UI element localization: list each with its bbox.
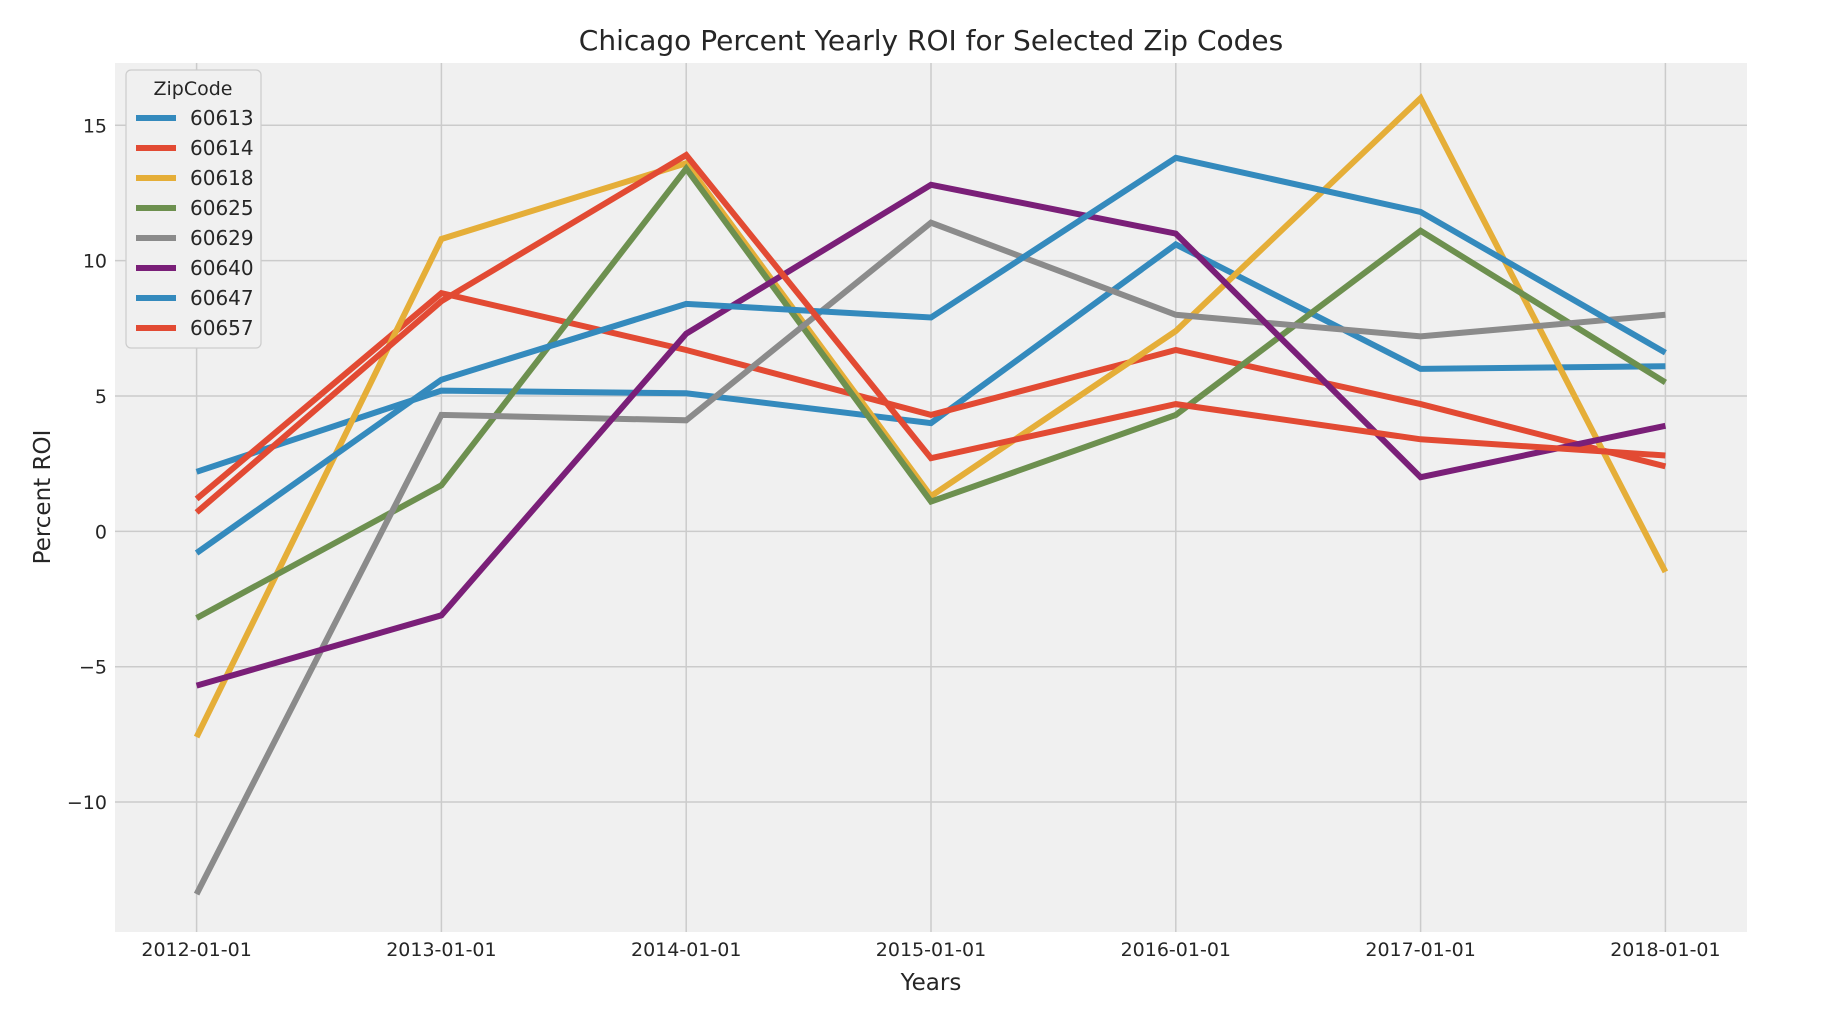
x-tick-label: 2014-01-01 — [631, 939, 741, 961]
legend-label-60613: 60613 — [190, 106, 254, 130]
x-axis-label: Years — [900, 970, 962, 996]
x-tick-labels: 2012-01-01 2013-01-01 2014-01-01 2015-01-01… — [141, 939, 1720, 961]
y-tick-label: 15 — [83, 115, 107, 137]
legend-box — [125, 69, 262, 349]
series-line-60625 — [195, 163, 1667, 621]
legend-label-60629: 60629 — [190, 226, 254, 250]
series-line-60613 — [195, 240, 1666, 475]
legend-label-60657: 60657 — [190, 316, 254, 340]
x-tick-label: 2013-01-01 — [386, 939, 496, 961]
y-tick-labels: −10 −5 0 5 10 15 — [67, 115, 107, 814]
legend-title: ZipCode — [154, 78, 233, 100]
chart-title: Chicago Percent Yearly ROI for Selected … — [579, 24, 1283, 57]
x-tick-label: 2016-01-01 — [1121, 939, 1231, 961]
x-tick-label: 2012-01-01 — [141, 939, 251, 961]
legend-label-60614: 60614 — [190, 136, 254, 160]
legend: ZipCode 60613606146061860625606296064060… — [125, 69, 262, 349]
x-tick-label: 2015-01-01 — [876, 939, 986, 961]
y-tick-label: 0 — [95, 521, 107, 543]
series-line-60614 — [194, 289, 1667, 502]
series-line-60647 — [194, 154, 1667, 556]
series-line-60618 — [193, 93, 1669, 739]
x-tick-label: 2017-01-01 — [1365, 939, 1475, 961]
x-tick-label: 2018-01-01 — [1610, 939, 1720, 961]
legend-label-60647: 60647 — [190, 286, 254, 310]
series-line-60629 — [193, 219, 1666, 896]
y-tick-label: −5 — [79, 657, 107, 679]
legend-label-60640: 60640 — [190, 256, 254, 280]
legend-label-60625: 60625 — [190, 196, 254, 220]
legend-label-60618: 60618 — [190, 166, 254, 190]
grid-lines — [115, 63, 1747, 932]
y-axis-label: Percent ROI — [30, 430, 56, 565]
series-line-60657 — [194, 151, 1666, 515]
legend-items: 60613 60614 60618 60625 60629 60640 60647 60657 — [136, 106, 254, 340]
y-tick-label: −10 — [67, 792, 107, 814]
series-lines — [193, 93, 1669, 896]
series-line-60640 — [195, 181, 1667, 689]
y-tick-label: 5 — [95, 386, 107, 408]
y-tick-label: 10 — [83, 251, 107, 273]
